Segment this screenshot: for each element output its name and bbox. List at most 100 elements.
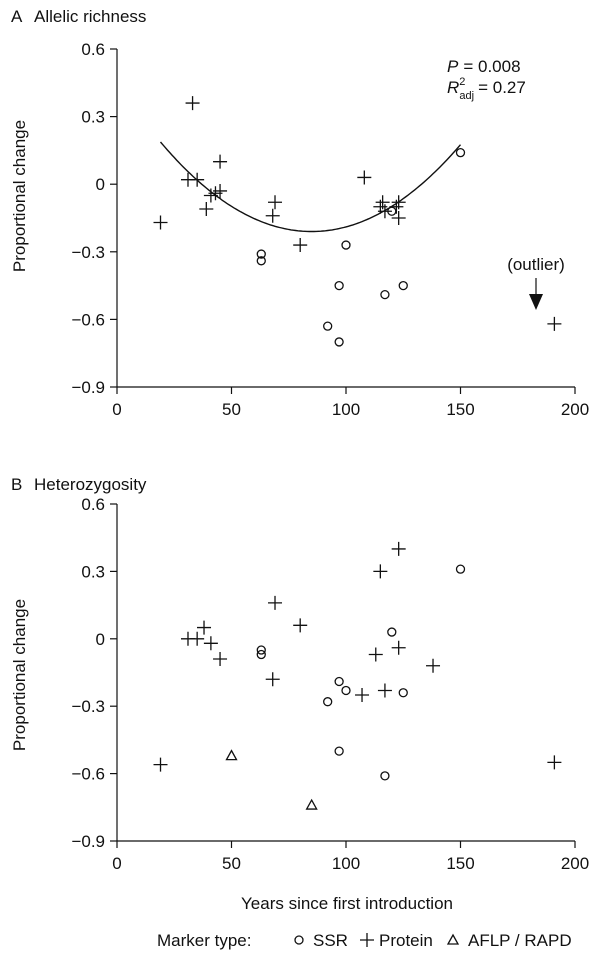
- x-tick-label: 200: [561, 400, 589, 419]
- y-tick-label: 0.6: [81, 495, 105, 514]
- protein-point: [153, 215, 168, 230]
- protein-point: [203, 636, 218, 651]
- ssr-point: [334, 676, 344, 687]
- ssr-point: [387, 627, 397, 637]
- protein-point: [293, 238, 308, 253]
- legend-plus-marker: [360, 933, 374, 947]
- panel-a-p-value: P = 0.008: [447, 57, 521, 76]
- x-tick-label: 200: [561, 854, 589, 873]
- r2-value: = 0.27: [478, 78, 526, 97]
- ssr-point: [341, 240, 351, 250]
- protein-point: [268, 595, 283, 610]
- ssr-point: [398, 280, 408, 291]
- r2-superscript: 2: [459, 76, 465, 88]
- y-tick-label: −0.6: [71, 310, 105, 329]
- panel-b-axes: −0.9 −0.6 −0.3 0 0.3 0.6 0 50 100 150 200: [71, 495, 589, 873]
- x-tick-label: 50: [222, 400, 241, 419]
- aflp-rapd-point: [225, 749, 238, 761]
- legend-label-aflp-rapd: AFLP / RAPD: [468, 931, 572, 950]
- protein-point: [268, 195, 283, 210]
- panel-a-r2-value: R2 adj = 0.27: [447, 76, 526, 102]
- p-label: P: [447, 57, 459, 76]
- y-tick-label: −0.3: [71, 697, 105, 716]
- panel-a-ylabel: Proportional change: [10, 120, 29, 272]
- protein-point: [213, 154, 228, 169]
- ssr-point: [341, 685, 351, 696]
- legend-label-protein: Protein: [379, 931, 433, 950]
- legend-triangle-marker: [446, 933, 460, 945]
- x-tick-label: 0: [112, 400, 121, 419]
- x-tick-label: 150: [446, 854, 474, 873]
- protein-point: [426, 658, 441, 673]
- protein-point: [197, 620, 212, 635]
- y-tick-label: 0.3: [81, 108, 105, 127]
- protein-point: [368, 647, 383, 662]
- protein-point: [199, 201, 214, 216]
- ssr-point: [256, 649, 266, 660]
- legend: Marker type: SSR Protein AFLP / RAPD: [157, 931, 572, 950]
- panel-a-axes: −0.9 −0.6 −0.3 0 0.3 0.6 0 50 100 150 200: [71, 40, 589, 419]
- panel-b-letter: B: [11, 475, 22, 494]
- protein-point: [357, 170, 372, 185]
- ssr-point: [398, 688, 408, 698]
- protein-point: [265, 208, 280, 223]
- protein-point: [547, 755, 562, 770]
- panel-b-data-points: [153, 541, 562, 810]
- protein-point: [391, 195, 406, 210]
- protein-point: [293, 618, 308, 633]
- y-tick-label: −0.3: [71, 243, 105, 262]
- y-tick-label: 0.6: [81, 40, 105, 59]
- legend-label-ssr: SSR: [313, 931, 348, 950]
- x-axis-label: Years since first introduction: [241, 894, 453, 913]
- panel-b-title: Heterozygosity: [34, 475, 147, 494]
- ssr-point: [455, 564, 466, 574]
- protein-point: [391, 211, 406, 225]
- ssr-point: [323, 697, 333, 707]
- ssr-point: [455, 148, 466, 158]
- y-tick-label: 0: [96, 175, 105, 194]
- protein-point: [185, 96, 200, 111]
- protein-point: [213, 652, 228, 667]
- y-tick-label: −0.6: [71, 765, 105, 784]
- protein-point: [377, 683, 392, 698]
- protein-point: [213, 183, 228, 198]
- ssr-point: [334, 280, 344, 291]
- x-tick-label: 0: [112, 854, 121, 873]
- x-tick-label: 100: [332, 400, 360, 419]
- panel-a-letter: A: [11, 7, 23, 26]
- ssr-point: [256, 249, 266, 259]
- protein-point: [391, 640, 406, 655]
- ssr-point: [334, 746, 344, 756]
- panel-b-heterozygosity: B Heterozygosity Proportional change −0.…: [10, 475, 589, 873]
- legend-title: Marker type:: [157, 931, 251, 950]
- x-tick-label: 50: [222, 854, 241, 873]
- panel-a-allelic-richness: A Allelic richness Proportional change P…: [10, 7, 589, 419]
- protein-point: [391, 541, 406, 556]
- y-tick-label: 0: [96, 630, 105, 649]
- y-tick-label: 0.3: [81, 562, 105, 581]
- r2-label: R: [447, 78, 459, 97]
- panel-a-data-points: [153, 96, 562, 347]
- ssr-point: [380, 289, 390, 300]
- ssr-point: [256, 256, 266, 266]
- quadratic-fit-curve: [159, 141, 462, 233]
- ssr-point: [323, 321, 333, 331]
- outlier-arrow: [529, 278, 543, 310]
- protein-point: [153, 757, 168, 772]
- protein-point: [190, 172, 205, 187]
- r2-subscript: adj: [459, 90, 474, 102]
- outlier-annotation: (outlier): [507, 255, 565, 274]
- panel-b-ylabel: Proportional change: [10, 599, 29, 751]
- protein-point: [373, 564, 388, 579]
- protein-point: [375, 195, 390, 210]
- x-tick-label: 150: [446, 400, 474, 419]
- x-tick-label: 100: [332, 854, 360, 873]
- ssr-point: [380, 771, 390, 781]
- aflp-rapd-point: [305, 798, 318, 810]
- panel-a-title: Allelic richness: [34, 7, 146, 26]
- protein-point: [377, 204, 392, 219]
- ssr-point: [334, 337, 344, 347]
- y-tick-label: −0.9: [71, 832, 105, 851]
- protein-point: [547, 316, 562, 331]
